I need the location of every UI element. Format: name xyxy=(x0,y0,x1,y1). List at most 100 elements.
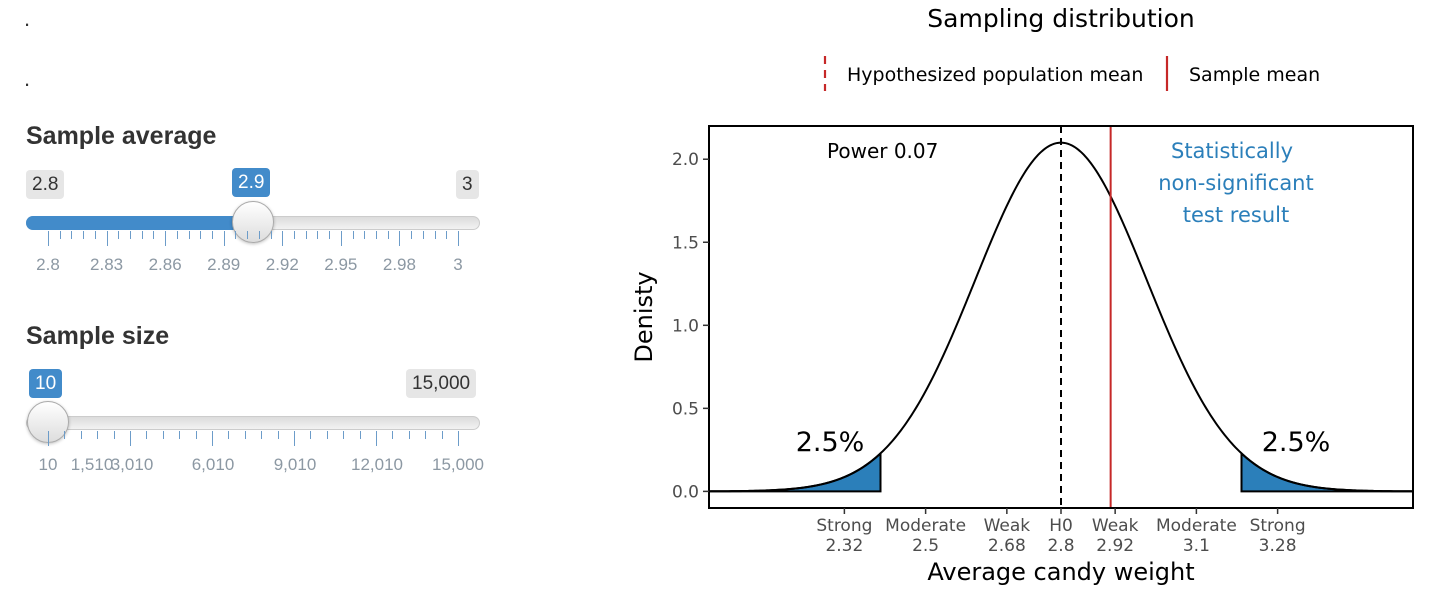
slider-major-tick xyxy=(294,431,295,446)
slider-minor-tick xyxy=(212,231,213,239)
slider-major-tick xyxy=(458,431,459,446)
lower-tail-label: 2.5% xyxy=(796,427,865,458)
slider-minor-tick xyxy=(235,231,237,239)
slider-min-label: 2.8 xyxy=(26,170,65,199)
slider-minor-tick xyxy=(228,431,230,439)
x-axis-tick-value: 2.32 xyxy=(825,536,863,556)
slider-minor-tick xyxy=(441,431,443,439)
slider-tick-label: 15,000 xyxy=(432,455,484,474)
x-axis-tick-value: 2.68 xyxy=(988,536,1026,556)
slider-minor-tick xyxy=(97,431,99,439)
y-axis-tick-label: 0.5 xyxy=(672,399,699,419)
slider-minor-tick xyxy=(146,431,148,439)
slider-tick-label: 2.98 xyxy=(382,255,416,274)
result-annotation-line2: non-significant xyxy=(1158,171,1313,195)
slider-major-tick xyxy=(130,431,131,446)
sample-average-fill xyxy=(26,216,254,230)
decorative-dot: . xyxy=(24,6,31,31)
x-axis-tick-value: 3.28 xyxy=(1259,536,1297,556)
slider-tick-label: 12,010 xyxy=(351,455,403,474)
slider-major-tick xyxy=(282,231,284,246)
slider-minor-tick xyxy=(376,231,377,239)
slider-minor-tick xyxy=(359,431,361,439)
slider-tick-label: 2.95 xyxy=(324,255,358,274)
x-axis-tick-label: Strong xyxy=(816,516,872,536)
slider-minor-tick xyxy=(200,231,202,239)
y-axis-tick-label: 0.0 xyxy=(672,482,699,502)
slider-minor-tick xyxy=(277,431,279,439)
y-axis-tick-label: 1.5 xyxy=(672,233,699,253)
result-annotation-line3: test result xyxy=(1183,203,1289,227)
x-axis-tick-value: 2.92 xyxy=(1096,536,1134,556)
slider-tick-label: 2.86 xyxy=(148,255,182,274)
slider-minor-tick xyxy=(244,431,246,439)
slider-major-tick xyxy=(376,431,377,446)
slider-minor-tick xyxy=(71,231,73,239)
y-axis-tick-label: 2.0 xyxy=(672,150,699,170)
result-annotation-line1: Statistically xyxy=(1171,139,1293,163)
sample-size-track[interactable] xyxy=(26,416,480,430)
x-axis-tick-label: Weak xyxy=(984,516,1031,536)
slider-minor-tick xyxy=(176,231,178,239)
slider-major-tick xyxy=(458,231,459,246)
slider-major-tick xyxy=(48,431,49,446)
slider-major-tick xyxy=(399,231,401,246)
x-axis-tick-label: Strong xyxy=(1250,516,1306,536)
sample-average-handle[interactable] xyxy=(232,201,274,243)
slider-minor-tick xyxy=(422,231,424,239)
slider-max-label: 3 xyxy=(456,170,479,199)
slider-minor-tick xyxy=(179,431,181,439)
slider-minor-tick xyxy=(425,431,427,439)
x-axis-tick-value: 3.1 xyxy=(1183,536,1210,556)
slider-major-tick xyxy=(165,231,167,246)
chart-title: Sampling distribution xyxy=(927,4,1194,33)
slider-minor-tick xyxy=(446,231,448,239)
slider-minor-tick xyxy=(343,431,345,439)
y-axis-title: Denisty xyxy=(630,271,658,362)
slider-major-tick xyxy=(48,231,49,246)
slider-minor-tick xyxy=(94,231,96,239)
slider-tick-label: 2.8 xyxy=(36,255,60,274)
y-axis-tick-label: 1.0 xyxy=(672,316,699,336)
x-axis-tick-label: Moderate xyxy=(885,516,966,536)
slider-max-label: 15,000 xyxy=(406,369,477,398)
slider-tick-label: 9,010 xyxy=(273,455,317,474)
slider-major-tick xyxy=(340,231,342,246)
slider-minor-tick xyxy=(387,231,389,239)
slider-minor-tick xyxy=(188,231,190,239)
slider-minor-tick xyxy=(326,431,328,439)
x-axis-tick-value: 2.8 xyxy=(1047,536,1074,556)
slider-minor-tick xyxy=(305,231,307,239)
decorative-dot: . xyxy=(24,66,31,91)
slider-minor-tick xyxy=(329,231,331,239)
slider-minor-tick xyxy=(247,231,249,239)
slider-major-tick xyxy=(106,231,108,246)
x-axis-tick-label: Moderate xyxy=(1156,516,1237,536)
x-axis-tick-label: H0 xyxy=(1049,516,1073,536)
slider-minor-tick xyxy=(118,231,120,239)
slider-minor-tick xyxy=(434,231,436,239)
y-axis: 0.0 0.5 1.0 1.5 2.0 xyxy=(672,150,709,502)
x-axis-title: Average candy weight xyxy=(927,558,1194,586)
slider-minor-tick xyxy=(80,431,82,439)
slider-minor-tick xyxy=(261,431,263,439)
slider-minor-tick xyxy=(59,231,61,239)
slider-tick-label: 6,010 xyxy=(191,455,235,474)
sample-size-label: Sample size xyxy=(26,322,170,350)
slider-minor-tick xyxy=(130,231,131,239)
slider-tick-label: 1,510 xyxy=(70,455,114,474)
legend-hypothesized-mean: Hypothesized population mean xyxy=(847,64,1143,86)
x-axis: Strong2.32Moderate2.5Weak2.68H02.8Weak2.… xyxy=(816,508,1306,556)
slider-minor-tick xyxy=(83,231,85,239)
slider-major-tick xyxy=(212,431,213,446)
slider-major-tick xyxy=(223,231,225,246)
plot-area xyxy=(708,126,1414,508)
slider-minor-tick xyxy=(364,231,366,239)
slider-value-label: 10 xyxy=(29,369,63,398)
slider-minor-tick xyxy=(113,431,115,439)
slider-tick-label: 2.89 xyxy=(207,255,241,274)
slider-minor-tick xyxy=(195,431,197,439)
sample-average-label: Sample average xyxy=(26,122,217,150)
slider-tick-label: 10 xyxy=(38,455,58,474)
slider-minor-tick xyxy=(408,431,410,439)
